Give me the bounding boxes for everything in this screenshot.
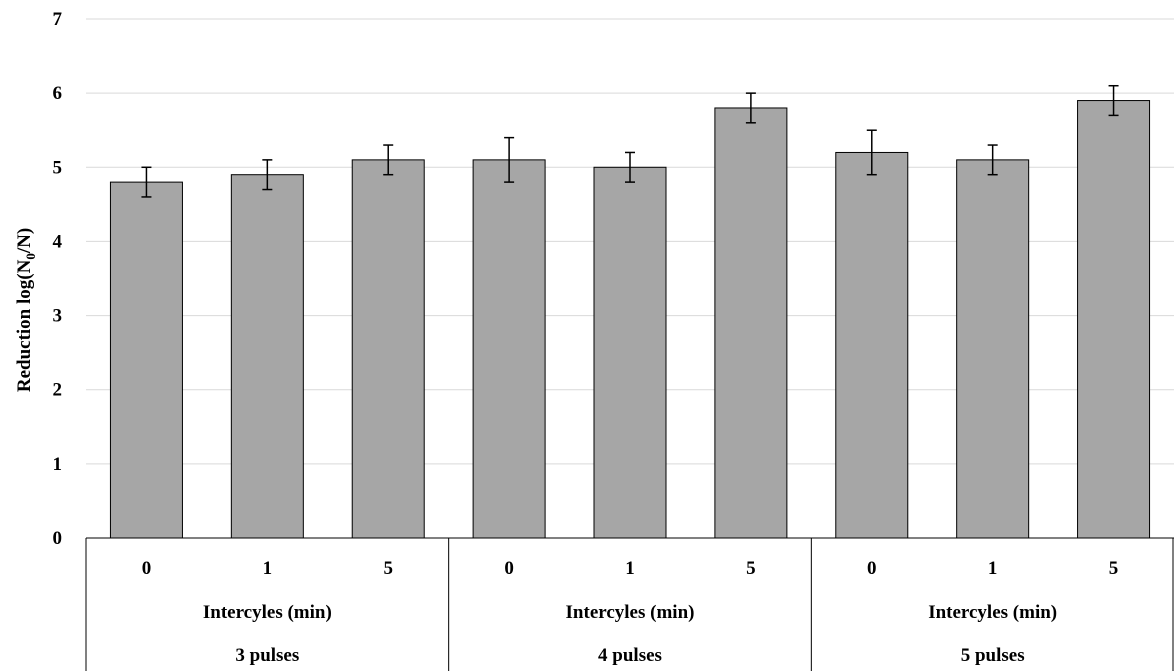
x-category-label: 1 <box>988 558 998 579</box>
y-axis-title: Reduction log(N0/N) <box>14 228 38 392</box>
y-axis-title-subscript: 0 <box>23 253 38 260</box>
bars <box>109 100 1151 539</box>
y-tick-label: 3 <box>53 306 63 327</box>
y-tick-label: 4 <box>53 231 63 252</box>
bar <box>351 159 425 539</box>
x-category-label: 5 <box>746 558 756 579</box>
bar <box>593 166 667 539</box>
x-group-label: 3 pulses <box>235 645 299 666</box>
x-group-sublabel: Intercyles (min) <box>928 602 1057 623</box>
y-axis-title-main: Reduction log(N <box>14 259 35 392</box>
bar <box>714 107 788 539</box>
x-category-label: 1 <box>263 558 273 579</box>
bar <box>956 159 1030 539</box>
bar <box>835 151 909 539</box>
bar <box>230 174 304 539</box>
x-category-label: 0 <box>867 558 877 579</box>
x-category-label: 5 <box>1109 558 1119 579</box>
y-tick-label: 2 <box>53 380 63 401</box>
error-bars <box>141 84 1119 198</box>
y-axis-ticks: 0 1 2 3 4 5 6 7 <box>53 9 63 549</box>
y-tick-label: 0 <box>53 528 63 549</box>
bar <box>109 181 183 539</box>
x-category-label: 5 <box>383 558 393 579</box>
y-tick-label: 7 <box>53 9 63 30</box>
x-group-label: 4 pulses <box>598 645 662 666</box>
y-tick-label: 5 <box>53 157 63 178</box>
y-tick-label: 6 <box>53 83 63 104</box>
x-group-sublabel: Intercyles (min) <box>566 602 695 623</box>
bar <box>472 159 546 539</box>
y-tick-label: 1 <box>53 454 63 475</box>
x-category-label: 0 <box>142 558 152 579</box>
y-axis-title-end: /N) <box>14 228 35 254</box>
x-group-sublabel: Intercyles (min) <box>203 602 332 623</box>
x-category-label: 0 <box>504 558 514 579</box>
x-category-label: 1 <box>625 558 635 579</box>
bar <box>1077 100 1151 539</box>
x-axis: 0 1 5 Intercyles (min) 3 pulses 0 1 5 Intercyles… <box>85 537 1174 671</box>
x-group-label: 5 pulses <box>961 645 1025 666</box>
